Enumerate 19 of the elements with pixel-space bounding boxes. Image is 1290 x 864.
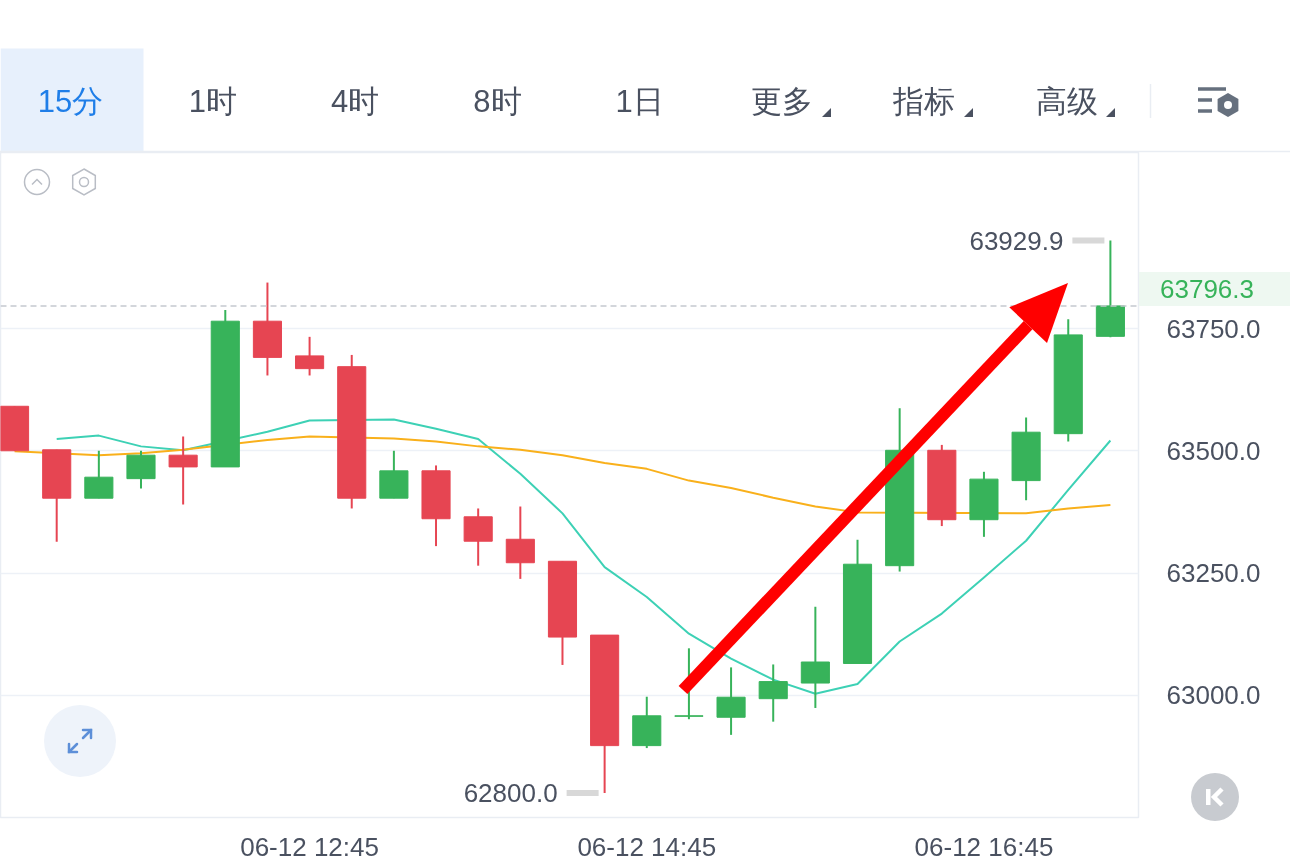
x-tick-label: 06-12 12:45	[240, 831, 379, 862]
y-tick-label: 63500.0	[1166, 435, 1261, 466]
text: 1日	[615, 84, 664, 119]
text: 8时	[473, 84, 522, 119]
text: 指标	[892, 84, 956, 119]
candlestick	[168, 435, 198, 506]
text: 15分	[37, 84, 104, 119]
x-tick-label: 06-12 14:45	[577, 831, 717, 862]
annotation: 62800.0	[463, 778, 558, 809]
ref-line-label: 63796.3	[1139, 271, 1290, 306]
text: 高级	[1035, 84, 1098, 119]
y-tick-label: 63250.0	[1166, 558, 1261, 589]
y-tick-label: 63000.0	[1166, 680, 1261, 711]
text: 1时	[188, 84, 237, 119]
text: 更多	[751, 84, 813, 119]
y-tick-label: 63750.0	[1166, 313, 1261, 344]
annotation: 63929.9	[969, 225, 1064, 256]
text: 4时	[330, 84, 380, 119]
x-tick-label: 06-12 16:45	[914, 831, 1054, 862]
